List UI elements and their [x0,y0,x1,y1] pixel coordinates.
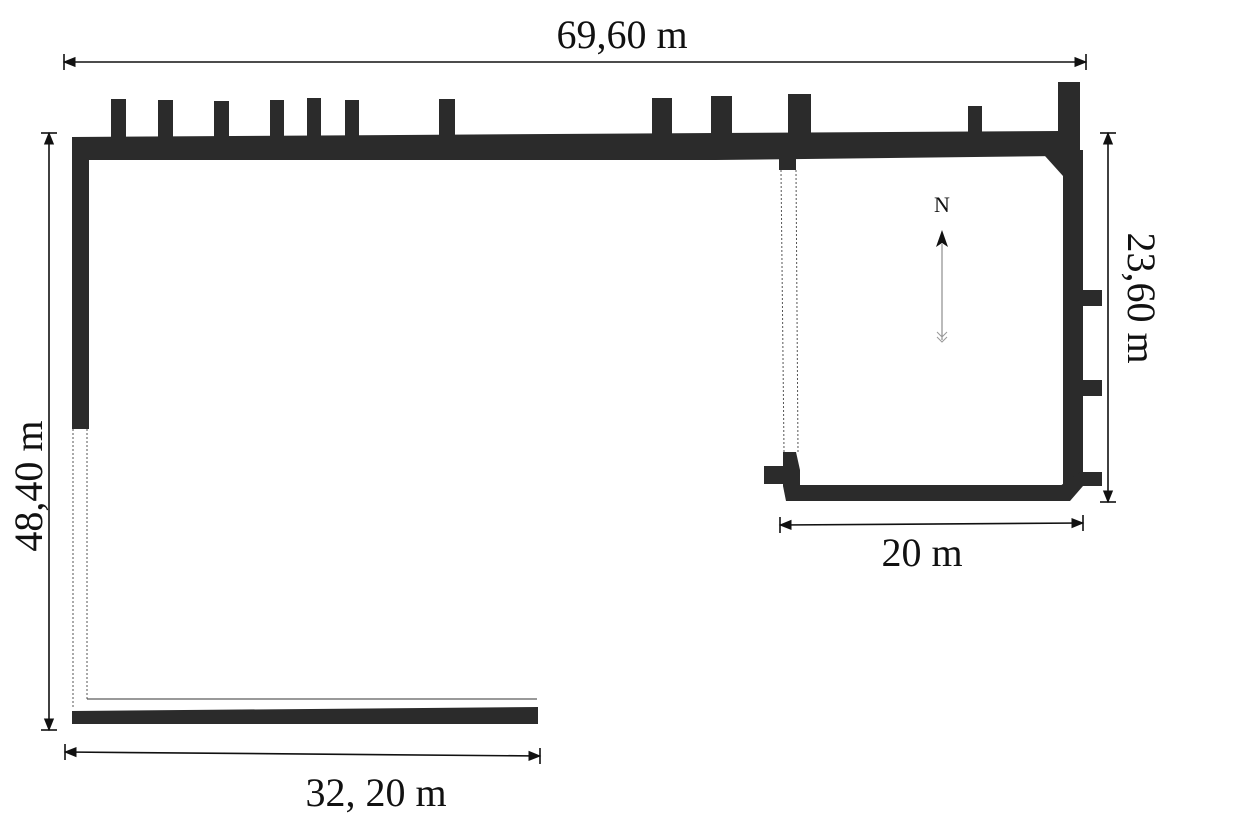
buttress [652,98,672,136]
dimension-top: 69,60 m [62,12,1088,70]
buttress [214,101,229,139]
annex-bottom-length-label: 20 m [881,530,962,575]
north-wall [72,133,716,160]
annex-west-trace [795,169,799,453]
buttress [111,99,126,139]
buttress [788,94,811,136]
buttress [1080,472,1102,486]
buttress [307,98,321,138]
annex-west-stub-top [779,150,796,170]
buttress [1080,290,1102,306]
dimension-right: 23,60 m [1100,131,1164,504]
bottom-length-label: 32, 20 m [305,770,446,815]
north-arrow-icon: N [934,192,950,343]
dimension-annex-bottom: 20 m [778,515,1085,575]
annex-west-stub-bottom [783,452,800,501]
buttress [439,99,455,137]
north-wall-annex [716,131,1060,160]
top-length-label: 69,60 m [556,12,687,57]
dimension-bottom: 32, 20 m [63,744,542,815]
annex-se-chamfer [1060,470,1083,501]
building-walls [72,82,1102,724]
west-wall [72,137,89,429]
buttress [1080,380,1102,396]
left-length-label: 48,40 m [6,420,51,551]
buttress [158,100,173,139]
annex-south-wall [786,485,1070,501]
buttress [345,100,359,138]
dimension-left: 48,40 m [6,131,57,732]
buttress [270,100,284,138]
south-wall [72,707,538,724]
buttress [711,96,732,136]
buttress [968,106,982,134]
annex-east-wall [1063,150,1083,485]
right-length-label: 23,60 m [1119,232,1164,363]
annex-west-buttress [764,466,786,484]
annex-ne-chamfer [1045,156,1063,176]
corner-tower [1058,82,1080,162]
annex-west-trace [780,169,785,453]
north-label: N [934,192,950,217]
